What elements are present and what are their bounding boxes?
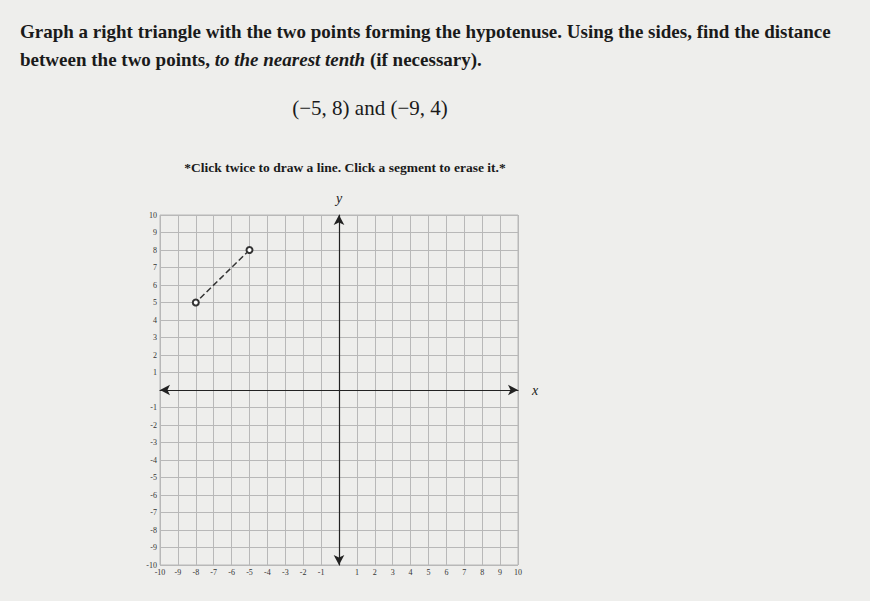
svg-text:-5: -5	[150, 473, 157, 482]
svg-text:5: 5	[427, 568, 431, 577]
svg-text:-10: -10	[146, 560, 157, 570]
svg-text:1: 1	[355, 568, 359, 577]
svg-text:x: x	[531, 383, 539, 398]
svg-text:3: 3	[153, 333, 157, 342]
svg-text:8: 8	[480, 568, 484, 577]
svg-text:10: 10	[514, 568, 522, 577]
svg-text:9: 9	[153, 228, 157, 237]
svg-text:-1: -1	[150, 403, 157, 412]
svg-text:4: 4	[409, 568, 413, 577]
svg-text:-6: -6	[228, 568, 235, 577]
svg-text:8: 8	[153, 246, 157, 255]
svg-text:6: 6	[153, 281, 157, 290]
html-text:*Click twice to draw a line. C: *Click twice to draw a line. Click a seg…	[184, 160, 506, 175]
svg-text:-9: -9	[175, 568, 182, 577]
html-text:Graph a right triangle with th: Graph a right triangle with the two poin…	[20, 21, 831, 70]
svg-text:2: 2	[373, 568, 377, 577]
svg-text:-4: -4	[150, 456, 157, 465]
svg-text:-2: -2	[300, 568, 307, 577]
svg-text:-3: -3	[150, 438, 157, 447]
svg-text:10: 10	[149, 211, 157, 220]
svg-text:7: 7	[462, 568, 466, 577]
svg-text:-2: -2	[150, 421, 157, 430]
svg-text:-1: -1	[318, 568, 325, 577]
svg-text:-6: -6	[150, 491, 157, 500]
svg-text:-8: -8	[150, 526, 157, 535]
svg-text:6: 6	[444, 568, 448, 577]
svg-text:4: 4	[153, 316, 157, 325]
svg-text:-9: -9	[150, 543, 157, 552]
svg-text:-8: -8	[192, 568, 199, 577]
svg-text:-7: -7	[150, 508, 157, 517]
svg-text:-7: -7	[210, 568, 217, 577]
html-text:(−5, 8) and (−9, 4): (−5, 8) and (−9, 4)	[292, 96, 448, 120]
svg-text:5: 5	[153, 298, 157, 307]
svg-text:9: 9	[498, 568, 502, 577]
svg-text:3: 3	[391, 568, 395, 577]
svg-text:-3: -3	[282, 568, 289, 577]
svg-text:-4: -4	[264, 568, 271, 577]
svg-text:7: 7	[153, 263, 157, 272]
svg-text:y: y	[334, 191, 343, 206]
svg-text:1: 1	[153, 368, 157, 377]
svg-text:2: 2	[153, 351, 157, 360]
svg-text:-10: -10	[155, 568, 166, 577]
svg-text:-5: -5	[246, 568, 253, 577]
